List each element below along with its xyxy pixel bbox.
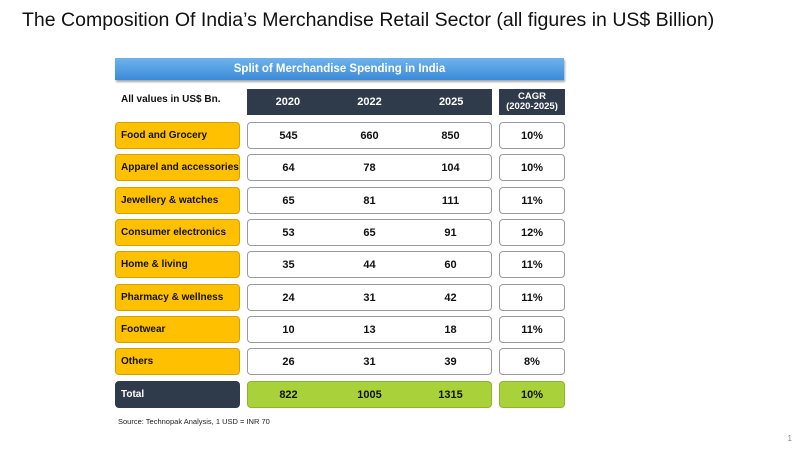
- category-label: Consumer electronics: [115, 219, 240, 246]
- value-cell: 60: [444, 258, 457, 271]
- category-label: Apparel and accessories: [115, 154, 240, 181]
- value-group: 53 65 91: [247, 219, 492, 246]
- table-row: Footwear 10 13 18 11%: [115, 316, 566, 343]
- cagr-cell: 10%: [499, 122, 565, 149]
- category-label: Home & living: [115, 251, 240, 278]
- value-group: 24 31 42: [247, 284, 492, 311]
- cagr-cell: 8%: [499, 348, 565, 375]
- year-header-cell: 2020: [275, 96, 301, 108]
- value-cell: 10: [282, 323, 295, 336]
- cagr-header-line: CAGR: [518, 90, 546, 102]
- value-cell: 39: [444, 355, 457, 368]
- category-label: Footwear: [115, 316, 240, 343]
- total-cagr-cell: 10%: [499, 381, 565, 408]
- category-label: Food and Grocery: [115, 122, 240, 149]
- value-cell: 65: [282, 194, 295, 207]
- cagr-header-line: (2020-2025): [506, 101, 558, 112]
- value-cell: 65: [363, 226, 376, 239]
- table-row: Others 26 31 39 8%: [115, 348, 566, 375]
- cagr-header: CAGR (2020-2025): [499, 89, 565, 115]
- cagr-cell: 12%: [499, 219, 565, 246]
- value-cell: 44: [363, 258, 376, 271]
- value-cell: 18: [444, 323, 457, 336]
- total-value-cell: 1005: [357, 388, 382, 401]
- value-cell: 91: [444, 226, 457, 239]
- value-cell: 81: [363, 194, 376, 207]
- page-title: The Composition Of India’s Merchandise R…: [22, 9, 715, 31]
- total-label: Total: [115, 381, 240, 408]
- value-group: 35 44 60: [247, 251, 492, 278]
- total-row: Total 822 1005 1315 10%: [115, 381, 566, 408]
- value-group: 545 660 850: [247, 122, 492, 149]
- total-value-group: 822 1005 1315: [247, 381, 492, 408]
- category-label: Pharmacy & wellness: [115, 284, 240, 311]
- year-header: 2020 2022 2025: [247, 89, 492, 115]
- cagr-cell: 11%: [499, 284, 565, 311]
- cagr-cell: 11%: [499, 251, 565, 278]
- value-group: 26 31 39: [247, 348, 492, 375]
- total-value-cell: 1315: [438, 388, 463, 401]
- cagr-cell: 10%: [499, 154, 565, 181]
- value-cell: 660: [360, 129, 379, 142]
- value-cell: 104: [441, 161, 460, 174]
- table-row: Home & living 35 44 60 11%: [115, 251, 566, 278]
- value-cell: 42: [444, 291, 457, 304]
- table-title-banner: Split of Merchandise Spending in India: [115, 58, 564, 80]
- value-group: 64 78 104: [247, 154, 492, 181]
- value-group: 65 81 111: [247, 187, 492, 214]
- year-header-cell: 2022: [357, 96, 382, 108]
- cagr-cell: 11%: [499, 316, 565, 343]
- source-note: Source: Technopak Analysis, 1 USD = INR …: [118, 417, 270, 426]
- value-cell: 31: [363, 291, 376, 304]
- value-cell: 13: [363, 323, 376, 336]
- value-group: 10 13 18: [247, 316, 492, 343]
- value-cell: 26: [282, 355, 295, 368]
- table-row: Apparel and accessories 64 78 104 10%: [115, 154, 566, 181]
- total-value-cell: 822: [279, 388, 298, 401]
- table-row: Consumer electronics 53 65 91 12%: [115, 219, 566, 246]
- table-row: Food and Grocery 545 660 850 10%: [115, 122, 566, 149]
- year-header-cell: 2025: [438, 96, 464, 108]
- value-cell: 53: [282, 226, 295, 239]
- category-label: Others: [115, 348, 240, 375]
- table-row: Pharmacy & wellness 24 31 42 11%: [115, 284, 566, 311]
- units-label: All values in US$ Bn.: [121, 94, 221, 105]
- cagr-cell: 11%: [499, 187, 565, 214]
- table-row: Jewellery & watches 65 81 111 11%: [115, 187, 566, 214]
- value-cell: 850: [441, 129, 460, 142]
- value-cell: 35: [282, 258, 295, 271]
- value-cell: 545: [279, 129, 298, 142]
- page-number: 1: [787, 434, 792, 443]
- value-cell: 31: [363, 355, 376, 368]
- value-cell: 24: [282, 291, 295, 304]
- category-label: Jewellery & watches: [115, 187, 240, 214]
- value-cell: 64: [282, 161, 295, 174]
- value-cell: 78: [363, 161, 376, 174]
- value-cell: 111: [441, 194, 460, 207]
